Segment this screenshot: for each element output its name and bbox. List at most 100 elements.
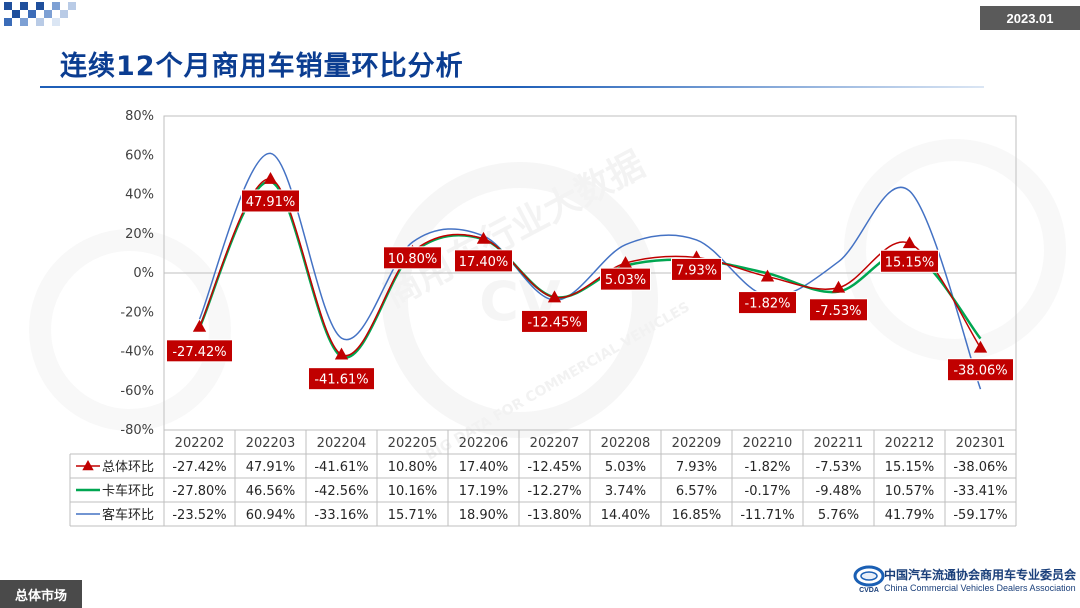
x-tick-label: 202211 <box>814 436 864 451</box>
x-tick-label: 202205 <box>388 436 438 451</box>
legend-label: 卡车环比 <box>102 483 154 499</box>
svg-text:15.15%: 15.15% <box>885 255 935 270</box>
y-axis: 80% 60% 40% 20% 0% -20% -40% -60% -80% <box>120 109 154 438</box>
data-label-total: -1.82% <box>738 291 797 315</box>
table-cell-truck: 3.74% <box>605 484 646 499</box>
table-cell-bus: 16.85% <box>672 508 722 523</box>
data-label-total: -41.61% <box>308 367 375 391</box>
y-tick-label: -20% <box>120 305 154 320</box>
legend-label: 总体环比 <box>102 460 154 475</box>
legend-label: 客车环比 <box>102 507 154 523</box>
date-badge: 2023.01 <box>980 6 1080 30</box>
data-point-total <box>547 290 562 303</box>
data-point-total <box>902 236 917 249</box>
table-cell-bus: -23.52% <box>172 508 226 523</box>
table-cell-bus: -11.71% <box>740 508 794 523</box>
data-point-total <box>973 340 988 353</box>
table-cell-truck: 10.57% <box>885 484 935 499</box>
legend-entry-total: 总体环比 <box>76 460 154 475</box>
data-point-total <box>760 269 775 282</box>
table-cell-truck: -9.48% <box>816 484 862 499</box>
table-cell-bus: 18.90% <box>459 508 509 523</box>
svg-text:-38.06%: -38.06% <box>953 364 1007 379</box>
table-cell-bus: 15.71% <box>388 508 438 523</box>
checker-decoration <box>4 2 76 26</box>
table-cell-truck: 10.16% <box>388 484 438 499</box>
svg-text:-1.82%: -1.82% <box>745 297 791 312</box>
table-cell-bus: -13.80% <box>527 508 581 523</box>
watermark-ring <box>844 139 1066 361</box>
y-tick-label: -80% <box>120 423 154 438</box>
page-title: 连续12个月商用车销量环比分析 <box>60 51 464 82</box>
data-label-total: -12.45% <box>521 309 588 333</box>
series-lines <box>192 152 988 390</box>
data-point-total <box>476 231 491 244</box>
table-cell-total: -27.42% <box>172 460 226 475</box>
data-point-total <box>334 347 349 360</box>
y-tick-label: 20% <box>125 227 154 242</box>
x-tick-label: 202202 <box>175 436 225 451</box>
table-cell-total: 17.40% <box>459 460 509 475</box>
table-cell-truck: 6.57% <box>676 484 717 499</box>
table-cell-total: -1.82% <box>745 460 791 475</box>
x-tick-label: 202204 <box>317 436 367 451</box>
table-cell-total: -41.61% <box>314 460 368 475</box>
table-cell-truck: -33.41% <box>953 484 1007 499</box>
data-label-total: 5.03% <box>600 267 651 291</box>
table-cell-truck: -12.27% <box>527 484 581 499</box>
svg-text:-41.61%: -41.61% <box>314 373 368 388</box>
data-point-total <box>618 256 633 269</box>
data-label-total: -38.06% <box>947 358 1014 382</box>
legend-entry-bus: 客车环比 <box>76 507 154 523</box>
data-point-total <box>263 171 278 184</box>
x-tick-label: 202212 <box>885 436 935 451</box>
table-cell-bus: 5.76% <box>818 508 859 523</box>
legend-entry-truck: 卡车环比 <box>76 483 154 499</box>
svg-text:CVDA: CVDA <box>859 587 879 594</box>
table-cell-total: -38.06% <box>953 460 1007 475</box>
svg-text:-27.42%: -27.42% <box>172 345 226 360</box>
svg-text:-7.53%: -7.53% <box>816 304 862 319</box>
x-tick-label: 202203 <box>246 436 296 451</box>
data-label-total: 15.15% <box>880 249 939 273</box>
table-cell-total: -7.53% <box>816 460 862 475</box>
data-table: 202202 202203 202204 202205 202206 202207 2022… <box>69 429 1017 527</box>
table-cell-bus: 14.40% <box>601 508 651 523</box>
table-cell-total: -12.45% <box>527 460 581 475</box>
data-point-total <box>831 280 846 293</box>
svg-text:5.03%: 5.03% <box>605 273 646 288</box>
table-cell-truck: 46.56% <box>246 484 296 499</box>
section-tag: 总体市场 <box>0 580 82 608</box>
svg-text:17.40%: 17.40% <box>459 255 509 270</box>
table-cell-total: 10.80% <box>388 460 438 475</box>
table-cell-truck: -0.17% <box>745 484 791 499</box>
watermark-ring <box>382 162 658 438</box>
svg-text:47.91%: 47.91% <box>246 195 296 210</box>
table-cell-bus: -59.17% <box>953 508 1007 523</box>
table-cell-truck: -27.80% <box>172 484 226 499</box>
table-cell-truck: -42.56% <box>314 484 368 499</box>
table-cell-bus: -33.16% <box>314 508 368 523</box>
y-tick-label: 40% <box>125 188 154 203</box>
y-tick-label: 60% <box>125 148 154 163</box>
data-label-total: -7.53% <box>809 298 868 322</box>
y-tick-label: -40% <box>120 345 154 360</box>
legend-marker-total <box>82 460 94 471</box>
table-cell-total: 7.93% <box>676 460 717 475</box>
data-label-total: -27.42% <box>166 339 233 363</box>
x-tick-label: 202301 <box>956 436 1006 451</box>
data-label-total: 10.80% <box>383 246 442 270</box>
table-cell-bus: 41.79% <box>885 508 935 523</box>
table-cell-total: 15.15% <box>885 460 935 475</box>
y-tick-label: 80% <box>125 109 154 124</box>
watermark-ring <box>29 229 231 431</box>
table-cell-bus: 60.94% <box>246 508 296 523</box>
title-divider <box>40 86 984 88</box>
table-cell-total: 5.03% <box>605 460 646 475</box>
data-label-total: 17.40% <box>454 249 513 273</box>
table-cell-truck: 17.19% <box>459 484 509 499</box>
svg-text:7.93%: 7.93% <box>676 263 717 278</box>
org-name-en: China Commercial Vehicles Dealers Associ… <box>884 583 1076 593</box>
data-point-total <box>192 319 207 332</box>
